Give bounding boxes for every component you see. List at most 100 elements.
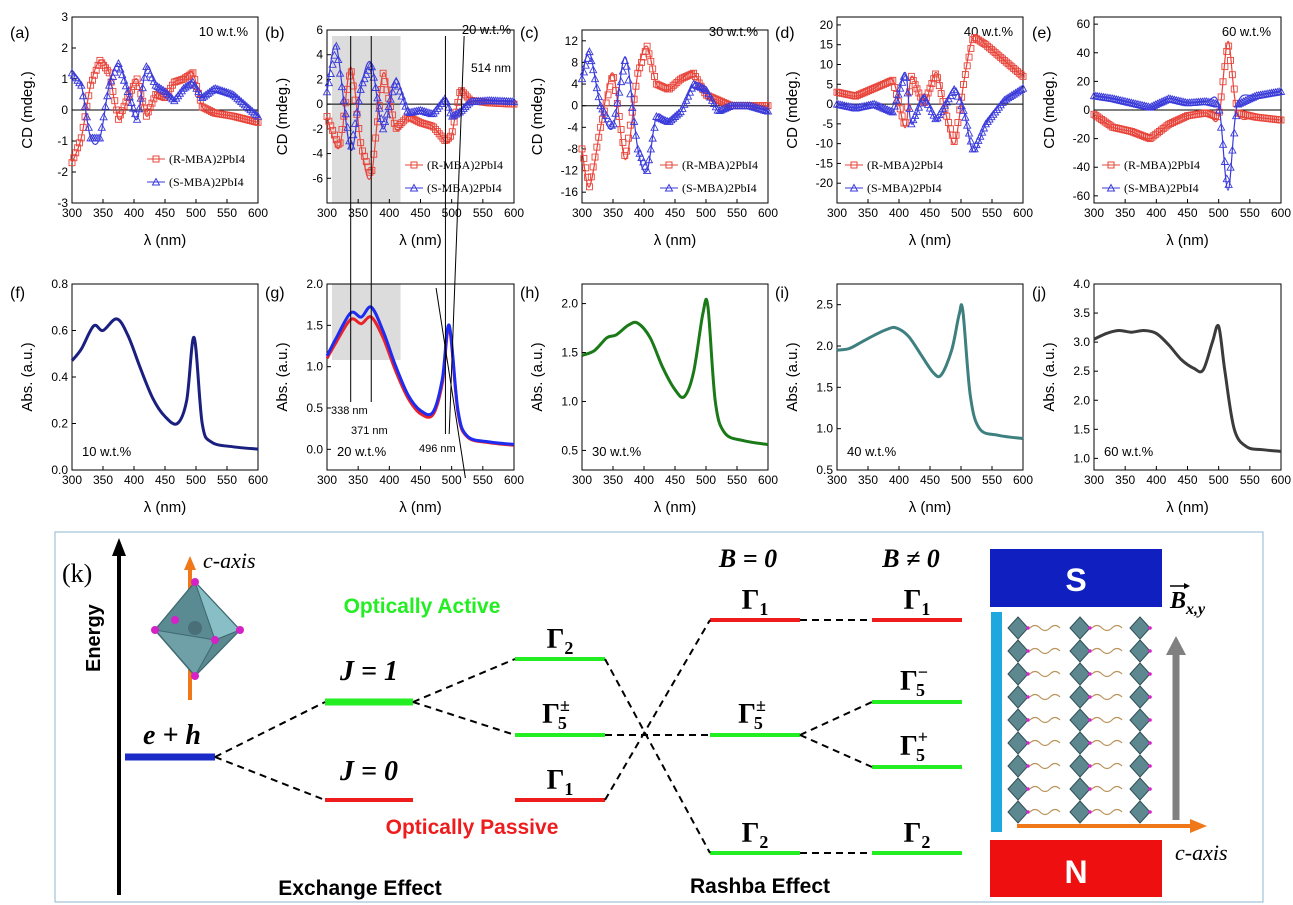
concentration-label: 40 w.t.% — [847, 444, 897, 459]
data-point — [715, 106, 724, 115]
data-point — [629, 116, 639, 125]
data-point — [978, 38, 986, 46]
data-point — [131, 79, 139, 87]
data-point — [651, 73, 658, 80]
organic-spacer — [1091, 762, 1123, 770]
octahedron-unit — [1069, 777, 1091, 801]
y-tick-label: 1.0 — [306, 360, 323, 374]
y-tick-label: 2 — [316, 72, 323, 86]
data-point — [104, 80, 114, 89]
data-point — [77, 80, 86, 89]
level-j1-label: J = 1 — [339, 656, 398, 687]
data-point — [182, 74, 189, 82]
data-point — [396, 121, 404, 128]
data-point — [888, 107, 898, 116]
data-point — [436, 99, 446, 108]
data-point — [392, 124, 400, 132]
y-tick-label: 1.0 — [1073, 451, 1090, 465]
data-point — [585, 183, 593, 191]
octahedron-unit — [1007, 708, 1029, 732]
x-tick-label: 500 — [186, 473, 206, 487]
data-point — [95, 133, 105, 142]
data-point — [647, 57, 655, 65]
data-point — [977, 127, 987, 136]
label-exchange-gamma5: Γ± 5 — [542, 695, 570, 733]
x-tick-label: 600 — [248, 206, 268, 220]
data-point — [696, 82, 706, 91]
x-axis-label: λ (nm) — [654, 499, 697, 516]
organic-spacer — [1091, 716, 1123, 724]
data-point — [89, 76, 96, 84]
x-axis-label: λ (nm) — [909, 232, 952, 249]
y-tick-label: 5 — [826, 77, 833, 91]
peak-label: 514 nm — [471, 61, 511, 75]
data-point — [1155, 98, 1164, 107]
data-point — [430, 123, 438, 131]
data-point — [199, 91, 209, 100]
organic-spacer — [1091, 670, 1123, 678]
perovskite-lattice — [1007, 616, 1152, 824]
data-point — [587, 173, 595, 181]
data-point — [326, 69, 335, 77]
x-tick-label: 400 — [889, 473, 909, 487]
label-rashba-gamma2: Γ2 — [742, 818, 769, 852]
data-point — [238, 98, 248, 107]
data-point — [201, 90, 211, 99]
data-point — [106, 76, 116, 85]
x-tick-label: 500 — [1209, 473, 1229, 487]
panel-label: (g) — [265, 285, 285, 302]
legend-marker — [152, 155, 160, 163]
data-point — [359, 147, 366, 155]
data-point — [222, 87, 231, 96]
data-point — [898, 112, 906, 120]
atom — [1026, 626, 1030, 630]
data-point — [933, 74, 941, 82]
data-point — [902, 119, 910, 127]
data-point — [175, 88, 185, 97]
data-point — [877, 102, 886, 111]
octahedron-unit — [1069, 708, 1091, 732]
x-axis-label: λ (nm) — [144, 232, 187, 249]
substrate-bar — [991, 612, 1002, 832]
x-tick-label: 400 — [379, 473, 399, 487]
atom — [1148, 672, 1152, 676]
series-line-0 — [70, 317, 259, 451]
data-point — [170, 96, 179, 105]
x-tick-label: 500 — [951, 206, 971, 220]
data-point — [932, 70, 940, 78]
data-point — [937, 90, 945, 97]
data-point — [70, 154, 78, 162]
x-tick-label: 600 — [1271, 206, 1291, 220]
concentration-label: 10 w.t.% — [82, 444, 132, 459]
atom — [1148, 787, 1152, 791]
data-point — [433, 103, 442, 112]
data-point — [678, 103, 687, 112]
data-point — [924, 89, 932, 97]
panel-label: (f) — [10, 285, 25, 302]
panel-label: (i) — [775, 285, 789, 302]
data-point — [885, 78, 893, 86]
data-point — [577, 74, 587, 83]
x-tick-label: 400 — [124, 206, 144, 220]
x-tick-label: 350 — [603, 473, 623, 487]
data-point — [461, 102, 470, 111]
data-point — [351, 96, 359, 104]
data-point — [987, 112, 996, 121]
data-point — [369, 72, 379, 81]
x-tick-label: 400 — [634, 206, 654, 220]
data-point — [633, 144, 643, 153]
octahedron-unit — [1007, 777, 1029, 801]
data-point — [335, 68, 345, 77]
data-point — [323, 113, 331, 120]
y-tick-label: 1.5 — [816, 380, 833, 394]
data-point — [251, 110, 261, 119]
legend-label: (S-MBA)2PbI4 — [867, 181, 942, 195]
data-point — [646, 144, 656, 153]
y-tick-label: 2.5 — [816, 298, 833, 312]
data-point — [160, 86, 170, 95]
data-point — [114, 59, 123, 67]
data-point — [719, 104, 728, 113]
x-tick-label: 300 — [1084, 206, 1104, 220]
atom — [1026, 695, 1030, 699]
x-tick-label: 300 — [62, 206, 82, 220]
